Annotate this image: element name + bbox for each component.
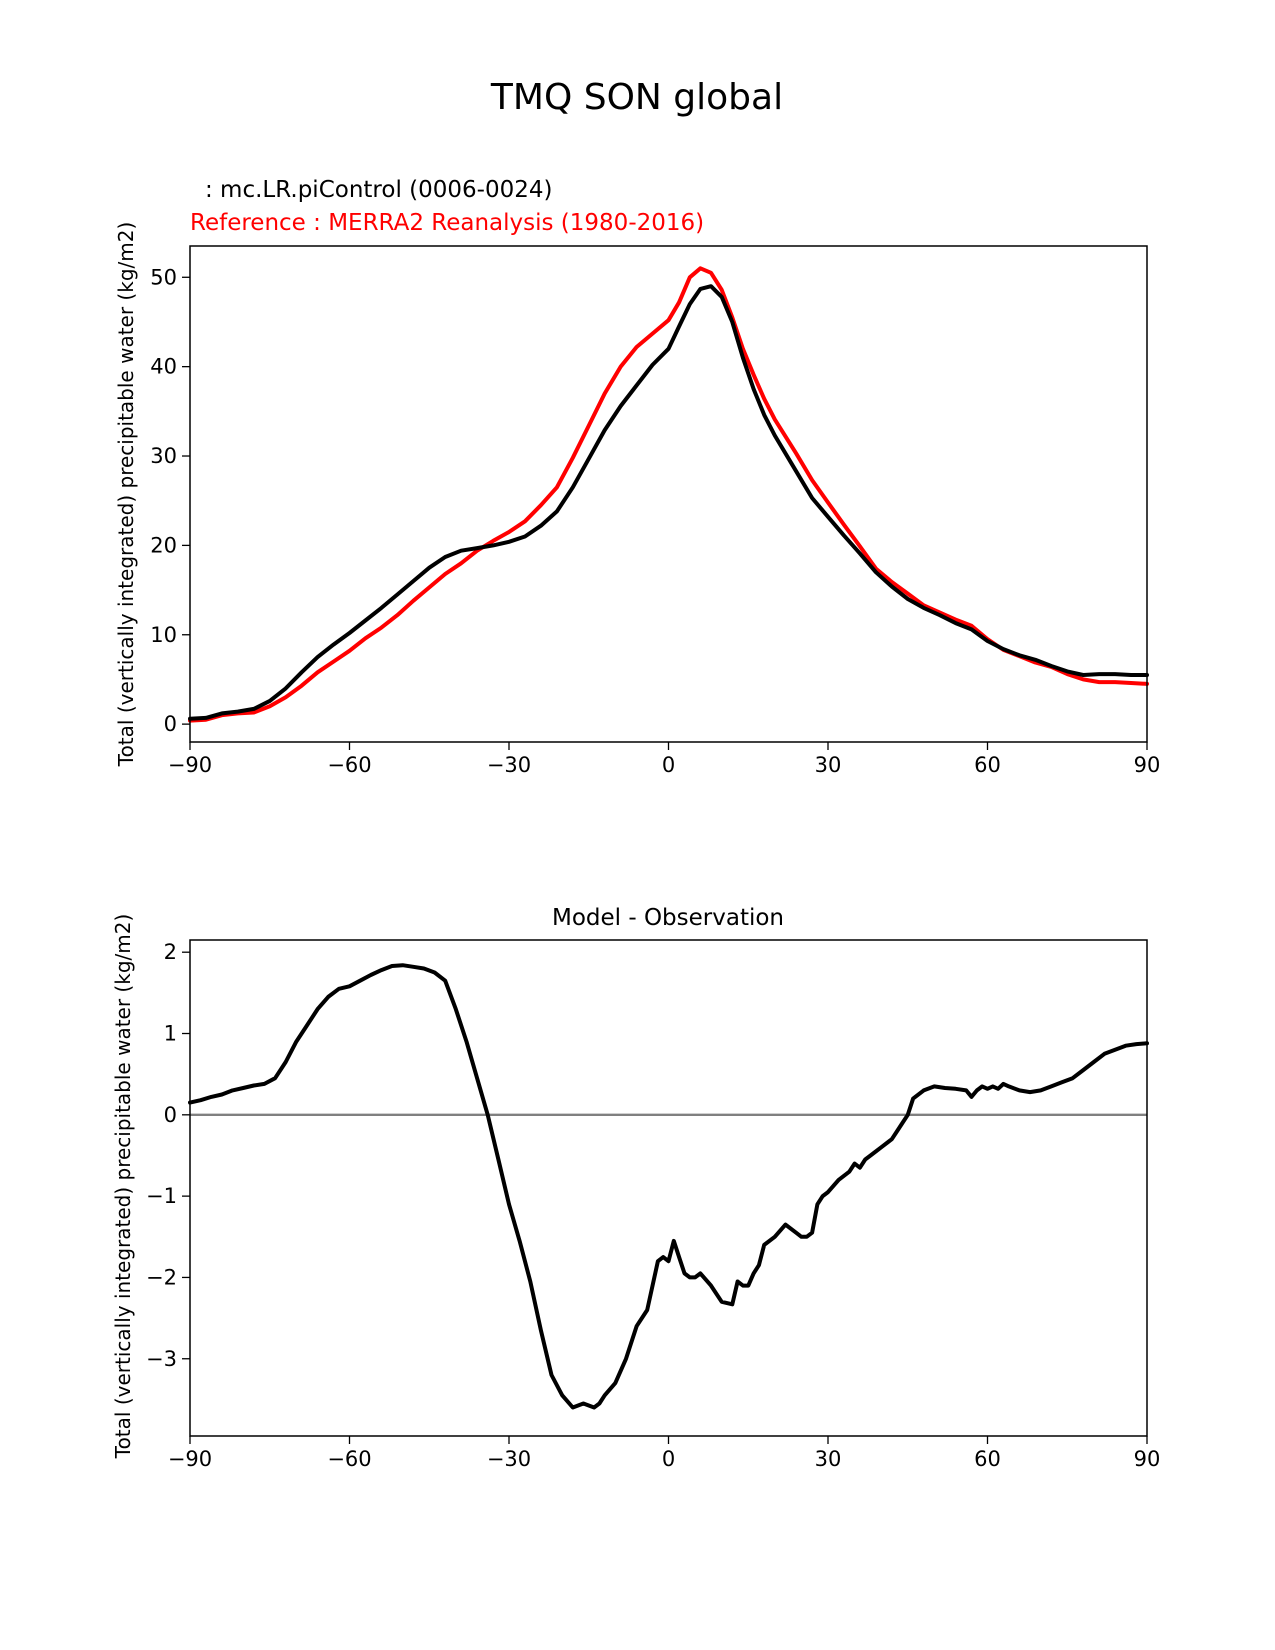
x-tick-label: 90 [1134,753,1161,777]
figure-title: TMQ SON global [490,77,783,118]
x-tick-label: 90 [1134,1447,1161,1471]
y-tick-label: 10 [150,623,177,647]
x-tick-label: −60 [327,753,371,777]
x-tick-label: 0 [662,753,675,777]
x-tick-label: 0 [662,1447,675,1471]
y-tick-label: −3 [146,1347,177,1371]
top-plot-frame [189,245,1148,743]
series-line-model [188,284,1149,721]
bottom-plot-frame [189,939,1148,1437]
x-tick-label: 60 [974,753,1001,777]
y-tick-label: 30 [150,444,177,468]
y-tick-label: 40 [150,355,177,379]
legend-model-label: : mc.LR.piControl (0006-0024) [205,177,552,203]
x-tick-label: 60 [974,1447,1001,1471]
x-tick-label: −90 [168,753,212,777]
y-tick-label: 50 [150,265,177,289]
top-y-axis-label: Total (vertically integrated) precipitab… [114,222,138,768]
x-tick-label: −60 [327,1447,371,1471]
y-tick-label: −2 [146,1265,177,1289]
bottom-chart-title: Model - Observation [552,905,784,931]
y-tick-label: 0 [164,712,177,736]
y-tick-label: 2 [164,940,177,964]
bottom-y-axis-label: Total (vertically integrated) precipitab… [111,914,135,1460]
top-chart-panel: : mc.LR.piControl (0006-0024) Reference … [114,177,1160,777]
y-tick-label: 1 [164,1022,177,1046]
series-line-reference [188,266,1149,723]
top-axes-marks: −90 −60 −30 0 30 60 90 0 10 20 30 40 50 [150,265,1160,777]
series-line-model [188,963,1149,1410]
y-tick-label: 0 [164,1103,177,1127]
legend-reference-label: Reference : MERRA2 Reanalysis (1980-2016… [190,210,704,236]
y-tick-label: −1 [146,1184,177,1208]
x-tick-label: −90 [168,1447,212,1471]
bottom-axes-marks: −90 −60 −30 0 30 60 90 −3 −2 −1 0 1 2 [146,940,1160,1471]
x-tick-label: 30 [815,753,842,777]
bottom-chart-panel: Model - Observation Total (vertically in… [111,905,1160,1471]
y-tick-label: 20 [150,533,177,557]
x-tick-label: −30 [487,753,531,777]
x-tick-label: −30 [487,1447,531,1471]
x-tick-label: 30 [815,1447,842,1471]
